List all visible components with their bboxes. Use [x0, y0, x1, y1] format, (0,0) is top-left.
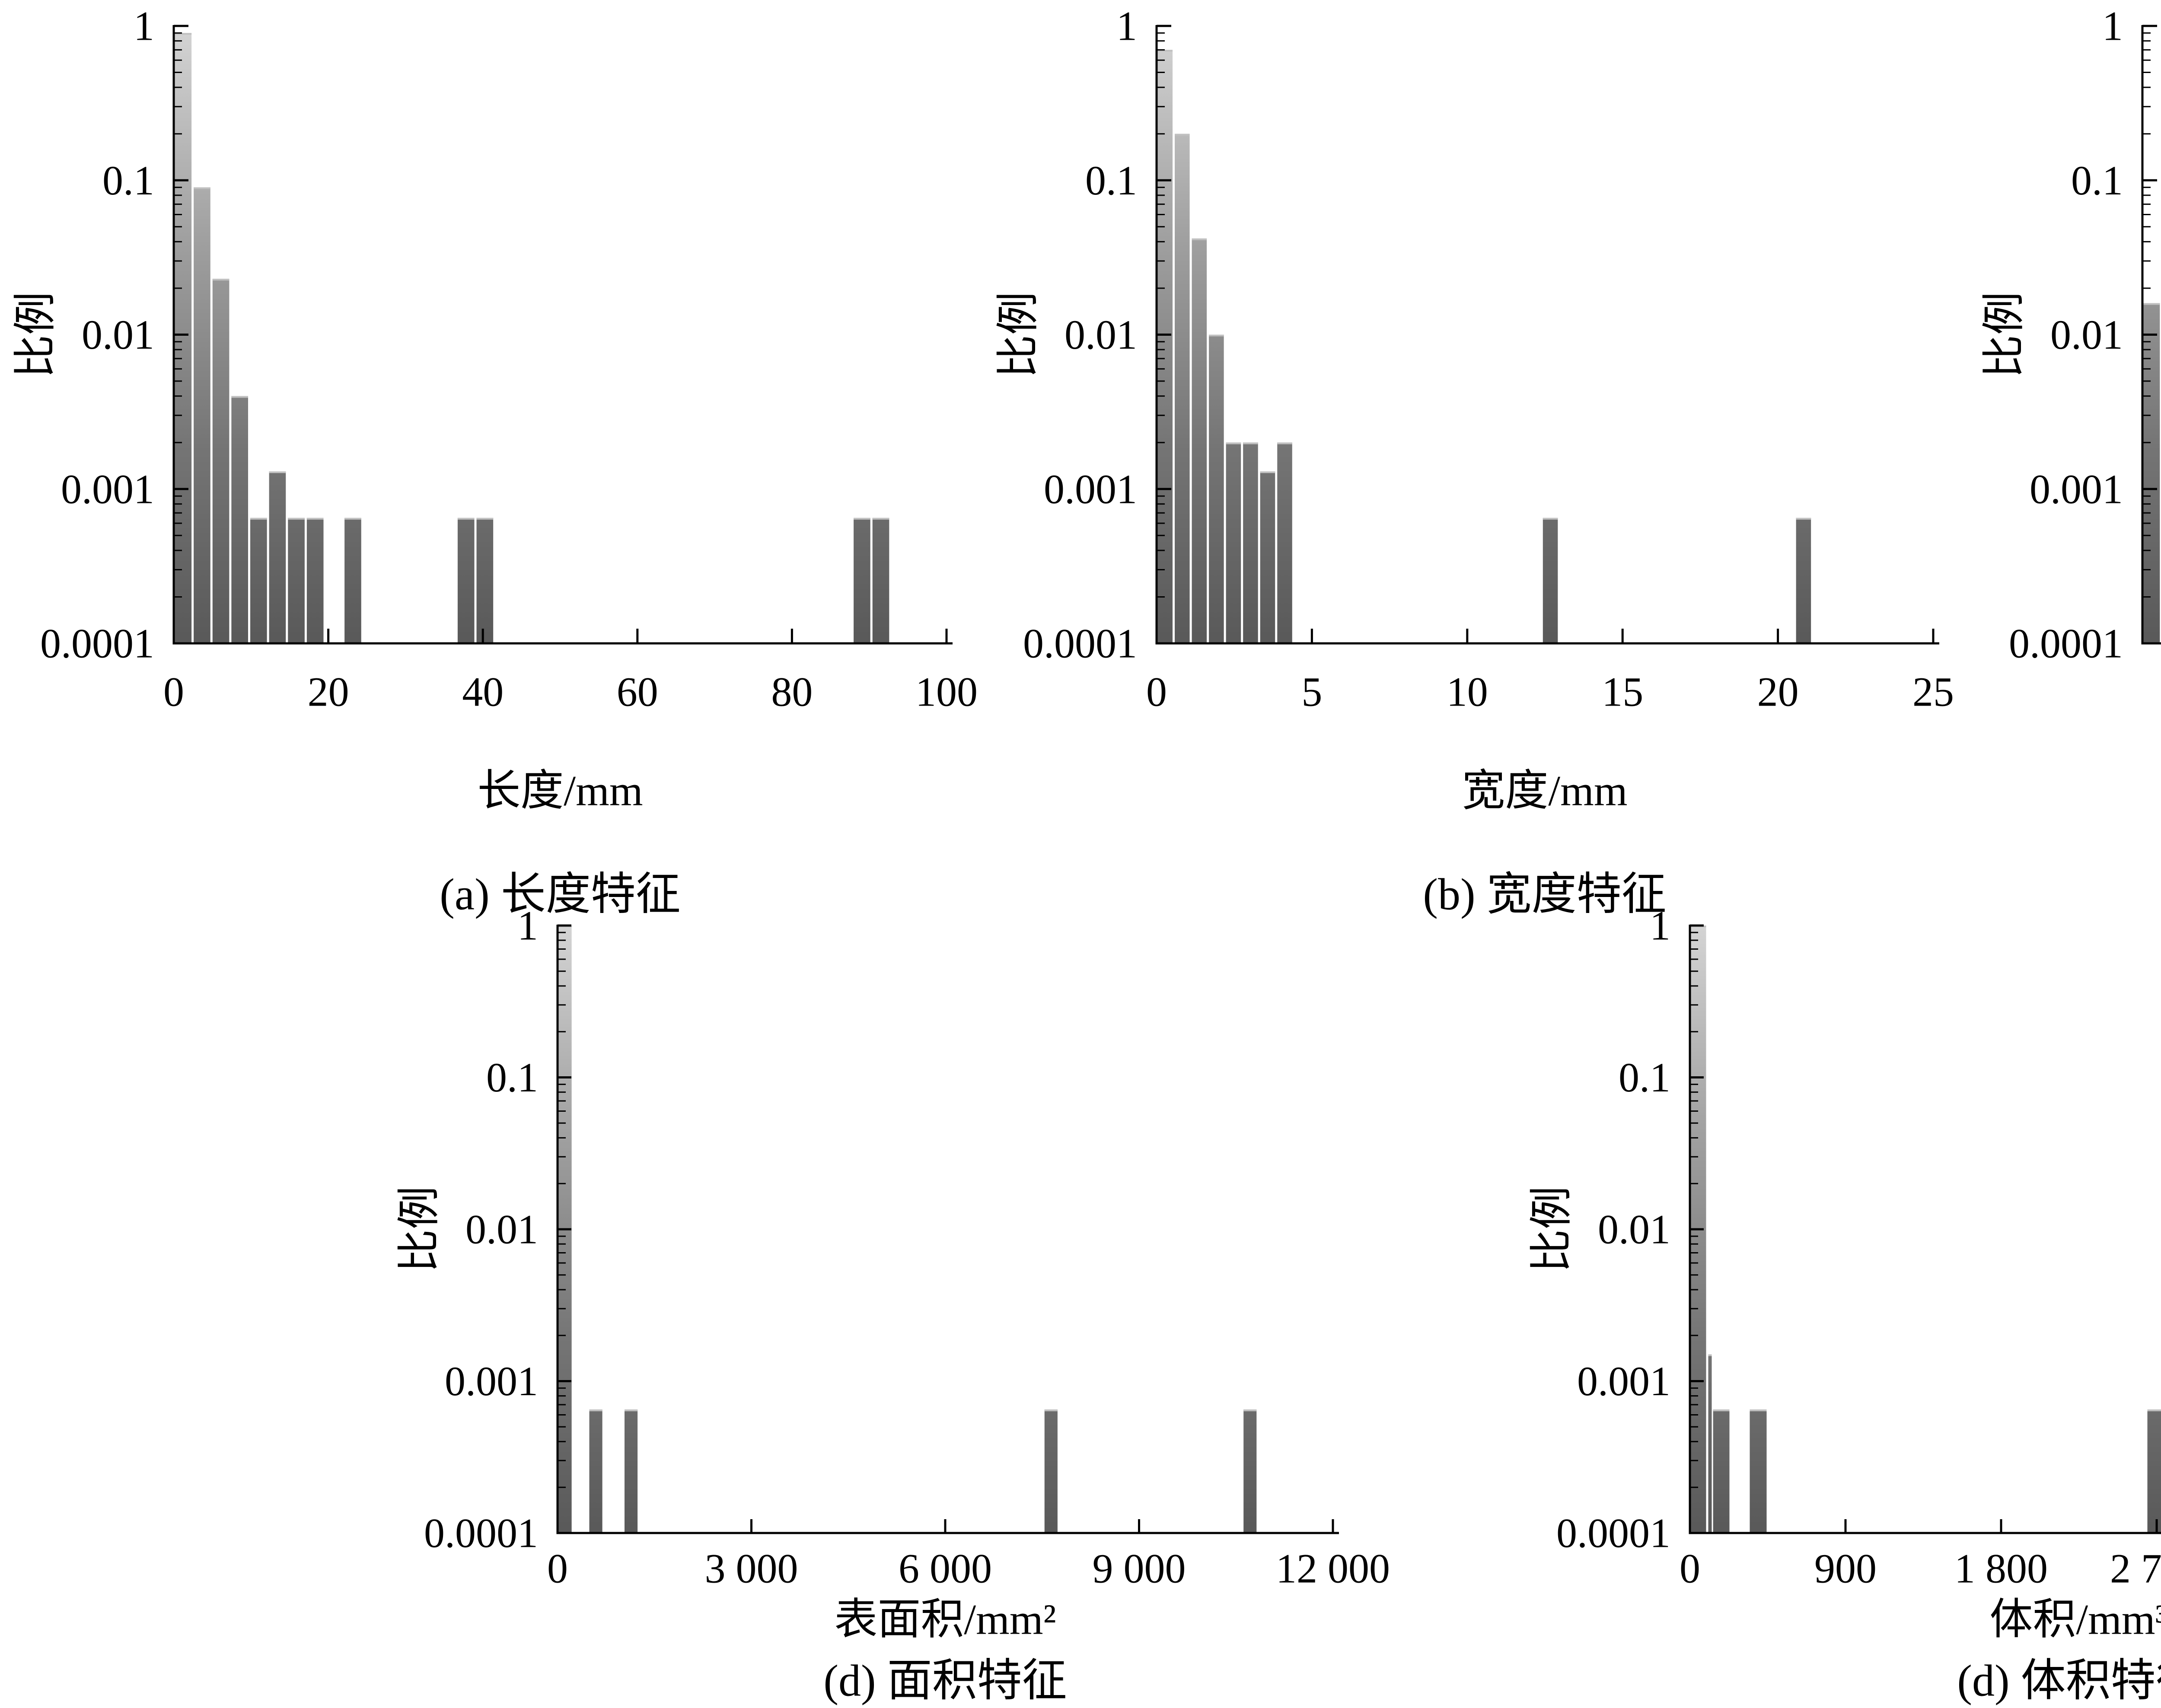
y-tick-label: 0.01 — [1598, 1206, 1670, 1253]
histogram-bar — [624, 1409, 638, 1533]
histogram-bar — [1209, 334, 1224, 643]
histogram-bar — [288, 518, 305, 643]
y-tick-label: 0.01 — [1065, 312, 1137, 358]
histogram-bar — [1243, 442, 1258, 643]
histogram-bar — [476, 518, 494, 643]
x-tick-label: 6 000 — [899, 1546, 992, 1592]
y-tick-label: 0.0001 — [40, 620, 154, 667]
xlabel-volume: 体积/mm³ — [1989, 1596, 2161, 1644]
y-tick-label: 0.01 — [82, 312, 154, 358]
histogram-bar — [194, 187, 210, 643]
histogram-bar — [854, 518, 870, 643]
histogram-bar — [2143, 303, 2160, 643]
histogram-bar — [212, 279, 229, 643]
y-tick-label: 1 — [134, 3, 154, 49]
y-tick-label: 0.01 — [465, 1206, 538, 1253]
x-tick-label: 0 — [1146, 669, 1167, 715]
histogram-bar — [872, 518, 889, 643]
x-tick-label: 0 — [163, 669, 184, 715]
x-tick-label: 20 — [308, 669, 349, 715]
x-tick-label: 2 700 — [2110, 1546, 2161, 1592]
x-tick-label: 100 — [915, 669, 978, 715]
histogram-bar — [457, 518, 475, 643]
y-tick-label: 0.0001 — [424, 1510, 538, 1556]
y-tick-label: 0.1 — [1619, 1054, 1670, 1100]
histogram-bar — [1750, 1409, 1767, 1533]
histogram-bar — [1157, 50, 1173, 643]
y-tick-label: 0.0001 — [1023, 620, 1137, 667]
x-tick-label: 20 — [1757, 669, 1799, 715]
y-tick-label: 0.001 — [1577, 1358, 1670, 1404]
histogram-bar — [1713, 1409, 1730, 1533]
ylabel-angle: 比例 — [1980, 292, 2028, 378]
caption-length: (a) 长度特征 — [440, 870, 680, 919]
histogram-bar — [306, 518, 324, 643]
y-tick-label: 0.1 — [486, 1054, 538, 1100]
x-tick-label: 15 — [1602, 669, 1643, 715]
y-tick-label: 0.01 — [2050, 312, 2123, 358]
y-tick-label: 0.001 — [1044, 466, 1137, 512]
x-tick-label: 80 — [771, 669, 813, 715]
x-tick-label: 3 000 — [705, 1546, 798, 1592]
x-tick-label: 0 — [1680, 1546, 1700, 1592]
histogram-bar — [344, 518, 361, 643]
x-tick-label: 40 — [462, 669, 504, 715]
histogram-bar — [269, 471, 286, 643]
y-tick-label: 0.0001 — [1556, 1510, 1670, 1556]
y-tick-label: 0.001 — [2030, 466, 2123, 512]
histogram-bar — [1243, 1409, 1257, 1533]
x-tick-label: 1 800 — [1954, 1546, 2048, 1592]
x-tick-label: 900 — [1814, 1546, 1877, 1592]
caption-width: (b) 宽度特征 — [1423, 870, 1666, 919]
y-tick-label: 1 — [1650, 903, 1670, 949]
histogram-bar — [1044, 1409, 1058, 1533]
y-tick-label: 1 — [1116, 3, 1137, 49]
ylabel-area: 比例 — [395, 1186, 443, 1272]
ylabel-volume: 比例 — [1528, 1186, 1576, 1272]
y-tick-label: 0.1 — [102, 157, 154, 204]
histogram-bar — [1543, 518, 1558, 643]
histogram-bar — [1226, 442, 1241, 643]
histogram-bar — [1260, 471, 1275, 643]
xlabel-area: 表面积/mm² — [834, 1596, 1056, 1644]
y-tick-label: 0.0001 — [2009, 620, 2123, 667]
caption-volume: (d) 体积特征 — [1957, 1656, 2161, 1706]
ylabel-length: 比例 — [12, 292, 60, 378]
x-tick-label: 60 — [617, 669, 658, 715]
x-tick-label: 5 — [1301, 669, 1322, 715]
histogram-bar — [589, 1409, 602, 1533]
histogram-bar — [250, 518, 267, 643]
histogram-bar — [175, 33, 192, 643]
histogram-bar — [1708, 1354, 1712, 1533]
x-tick-label: 9 000 — [1093, 1546, 1186, 1592]
histogram-bar — [231, 396, 249, 643]
x-tick-label: 25 — [1912, 669, 1954, 715]
xlabel-width: 宽度/mm — [1462, 767, 1627, 815]
histogram-bar — [1192, 238, 1207, 643]
y-tick-label: 0.1 — [2071, 157, 2123, 204]
y-tick-label: 0.001 — [445, 1358, 538, 1404]
x-tick-label: 10 — [1447, 669, 1488, 715]
y-tick-label: 1 — [2102, 3, 2123, 49]
ylabel-width: 比例 — [994, 292, 1042, 378]
xlabel-length: 长度/mm — [477, 767, 643, 815]
caption-area: (d) 面积特征 — [823, 1656, 1067, 1706]
histogram-bar — [1796, 518, 1811, 643]
histogram-bar — [2147, 1409, 2161, 1533]
figure-labels: 比例 长度/mm (a) 长度特征 比例 宽度/mm (b) 宽度特征 比例 倾… — [12, 292, 2161, 1706]
y-tick-label: 0.1 — [1085, 157, 1137, 204]
x-tick-label: 0 — [547, 1546, 568, 1592]
histogram-bar — [1277, 442, 1292, 643]
x-tick-label: 12 000 — [1276, 1546, 1390, 1592]
histogram-bar — [1175, 134, 1190, 643]
y-tick-label: 1 — [517, 903, 538, 949]
y-tick-label: 0.001 — [61, 466, 154, 512]
